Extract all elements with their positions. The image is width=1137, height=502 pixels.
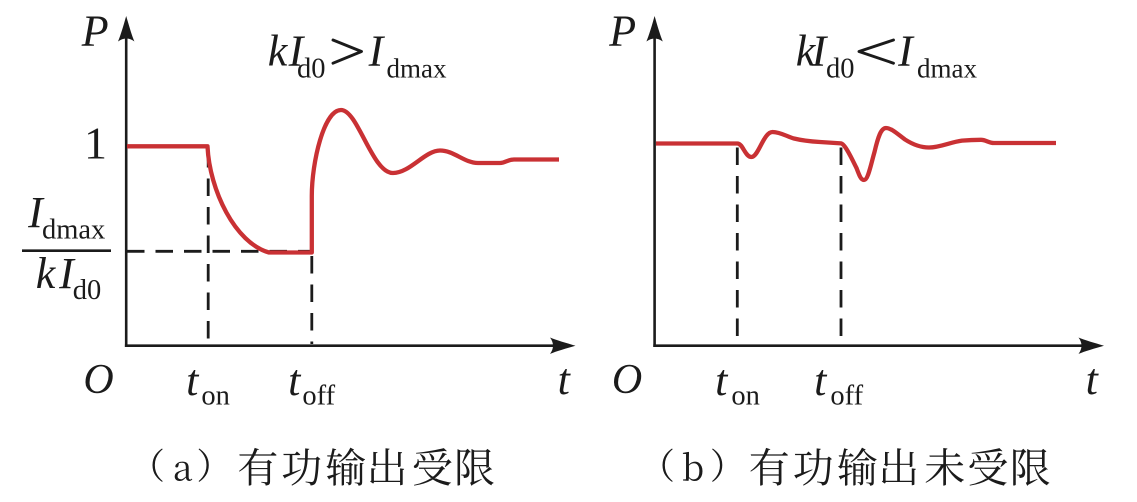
svg-text:dmax: dmax — [917, 54, 977, 84]
svg-text:P: P — [81, 7, 109, 56]
svg-text:O: O — [83, 357, 113, 403]
svg-text:I: I — [897, 27, 915, 76]
svg-text:k: k — [796, 27, 817, 76]
svg-text:off: off — [830, 381, 863, 412]
svg-text:k: k — [36, 249, 57, 298]
svg-text:t: t — [558, 355, 572, 404]
svg-text:I: I — [368, 27, 386, 76]
svg-text:on: on — [731, 381, 760, 412]
svg-text:t: t — [814, 356, 828, 405]
svg-text:d0: d0 — [297, 54, 326, 85]
svg-text:d0: d0 — [73, 275, 102, 306]
svg-text:t: t — [715, 356, 729, 405]
svg-text:dmax: dmax — [387, 54, 447, 84]
svg-text:on: on — [201, 381, 230, 412]
svg-text:dmax: dmax — [42, 215, 105, 246]
svg-text:I: I — [811, 27, 829, 76]
svg-text:1: 1 — [84, 117, 107, 168]
svg-text:I: I — [27, 188, 45, 237]
svg-text:O: O — [612, 357, 642, 403]
svg-text:off: off — [302, 381, 335, 412]
svg-text:P: P — [608, 7, 636, 56]
svg-text:I: I — [288, 27, 306, 76]
svg-text:t: t — [186, 356, 200, 405]
svg-text:t: t — [1086, 355, 1100, 404]
svg-text:k: k — [268, 27, 289, 76]
svg-text:d0: d0 — [826, 54, 855, 85]
svg-text:t: t — [288, 356, 302, 405]
svg-text:I: I — [58, 249, 76, 298]
